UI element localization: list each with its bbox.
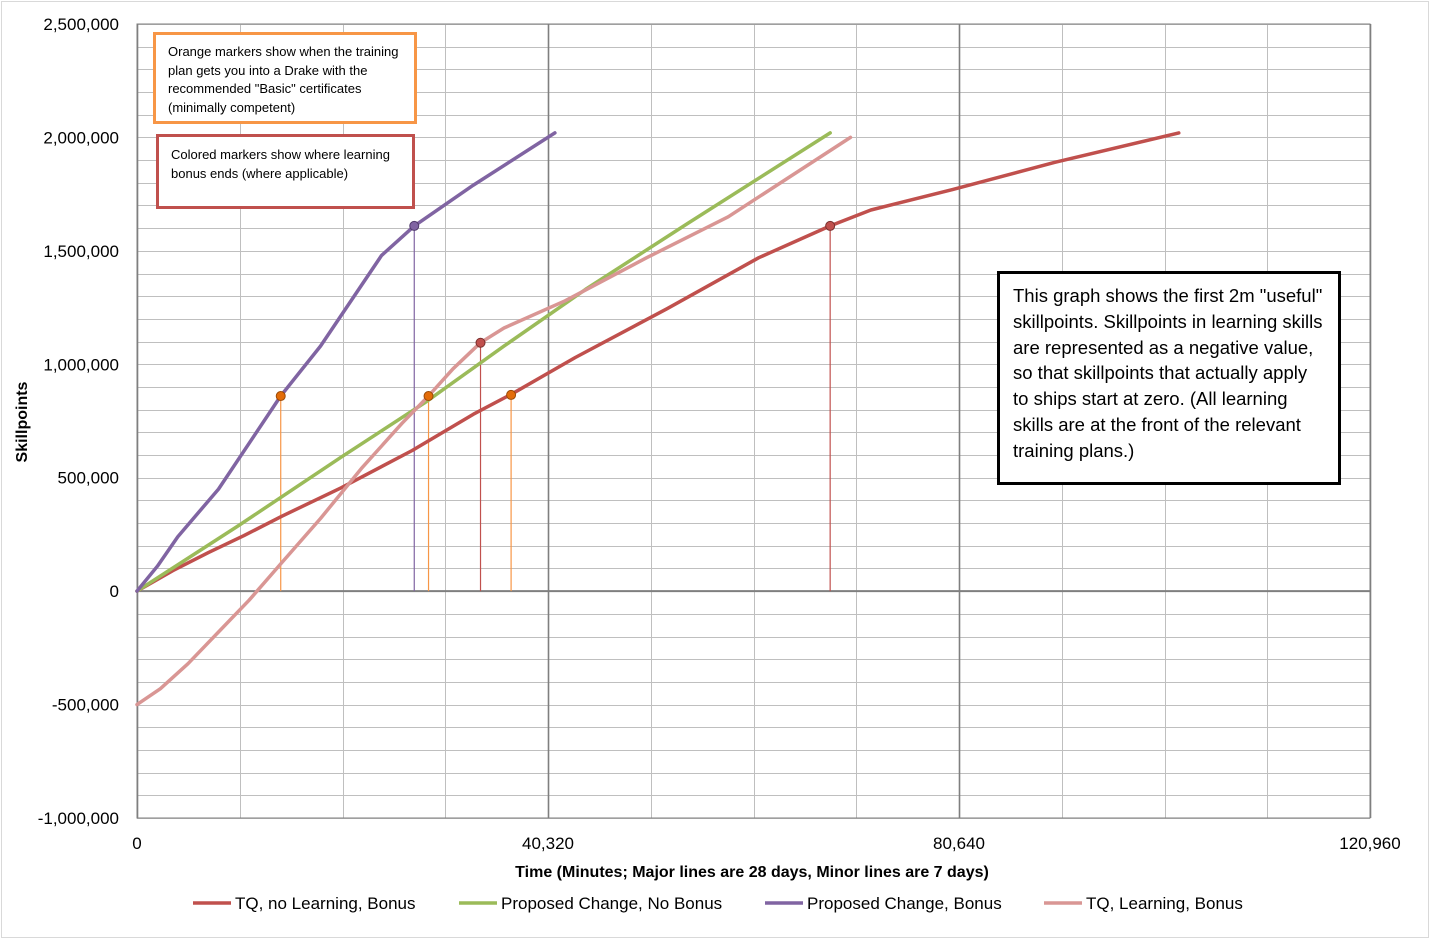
- x-tick-label: 0: [132, 834, 141, 853]
- legend-label: Proposed Change, Bonus: [807, 894, 1002, 913]
- series-line-2: [135, 131, 832, 593]
- plot-area-border: [136, 23, 1371, 819]
- markers: [275, 220, 836, 402]
- x-tick-label: 120,960: [1339, 834, 1400, 853]
- y-tick-label: 2,000,000: [43, 128, 119, 147]
- x-tick-label: 80,640: [933, 834, 985, 853]
- tick-labels: -1,000,000 -500,000 0 500,000 1,000,000 1,500…: [38, 15, 1401, 853]
- y-tick-label: -500,000: [52, 696, 119, 715]
- y-tick-label: 1,000,000: [43, 355, 119, 374]
- series-line-3: [135, 131, 557, 593]
- legend-label: TQ, no Learning, Bonus: [235, 894, 416, 913]
- x-axis-title: Time (Minutes; Major lines are 28 days, …: [515, 864, 989, 881]
- legend-label: Proposed Change, No Bonus: [501, 894, 722, 913]
- colored-markers-note: Colored markers show where learning bonu…: [156, 134, 415, 209]
- y-tick-label: 1,500,000: [43, 242, 119, 261]
- series-line-4: [135, 135, 853, 707]
- drake-marker: [506, 389, 517, 400]
- bonus-end-marker: [409, 220, 420, 231]
- y-tick-label: -1,000,000: [38, 809, 119, 828]
- legend: TQ, no Learning, Bonus Proposed Change, N…: [193, 894, 1243, 913]
- bonus-end-marker: [825, 220, 836, 231]
- bonus-end-marker: [475, 337, 486, 348]
- y-tick-label: 500,000: [58, 469, 119, 488]
- y-tick-label: 0: [110, 582, 119, 601]
- drake-marker: [423, 391, 434, 402]
- y-tick-label: 2,500,000: [43, 15, 119, 34]
- orange-markers-note: Orange markers show when the training pl…: [153, 32, 417, 124]
- x-tick-label: 40,320: [522, 834, 574, 853]
- grid: [136, 23, 1372, 819]
- graph-description-note: This graph shows the first 2m "useful" s…: [997, 271, 1341, 485]
- y-axis-title: Skillpoints: [14, 381, 31, 462]
- legend-label: TQ, Learning, Bonus: [1086, 894, 1243, 913]
- drake-marker: [275, 391, 286, 402]
